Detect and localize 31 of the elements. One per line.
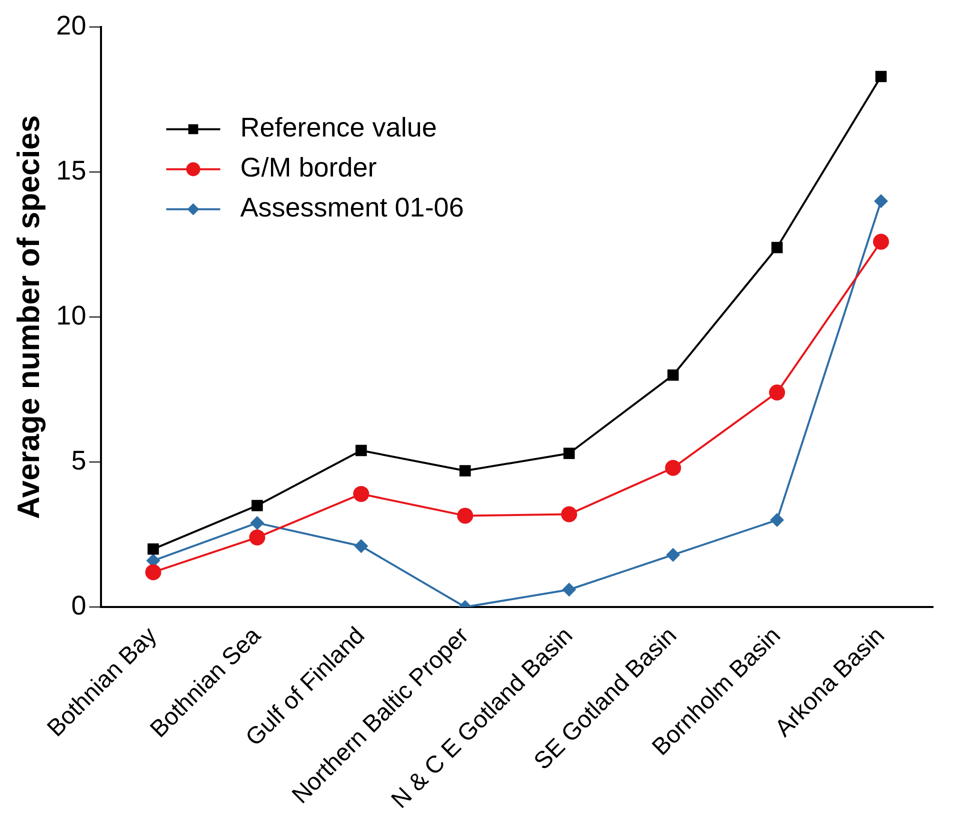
point — [770, 513, 784, 528]
point — [457, 508, 474, 524]
point — [353, 486, 370, 502]
point — [561, 506, 578, 522]
legend-label: G/M border — [240, 152, 377, 183]
point — [873, 234, 890, 250]
point — [769, 384, 786, 400]
point — [665, 460, 682, 476]
y-axis-title: Average number of species — [11, 115, 46, 519]
point — [145, 564, 162, 580]
point — [563, 448, 575, 460]
legend-label: Assessment 01-06 — [240, 192, 464, 223]
legend-label: Reference value — [240, 112, 437, 143]
y-tick-label: 15 — [56, 156, 86, 186]
y-tick-label: 5 — [71, 446, 86, 476]
point — [148, 543, 159, 555]
point — [666, 548, 680, 562]
y-tick-label: 20 — [56, 10, 86, 41]
y-tick-label: 0 — [71, 590, 86, 620]
point — [874, 194, 888, 208]
point — [252, 500, 263, 512]
point — [667, 369, 679, 381]
point — [354, 539, 368, 554]
point — [562, 582, 576, 597]
point — [250, 516, 264, 530]
point — [875, 70, 887, 82]
point — [771, 242, 783, 254]
point — [459, 465, 471, 476]
point — [249, 529, 266, 546]
y-tick-label: 10 — [56, 300, 86, 331]
point — [356, 444, 367, 456]
